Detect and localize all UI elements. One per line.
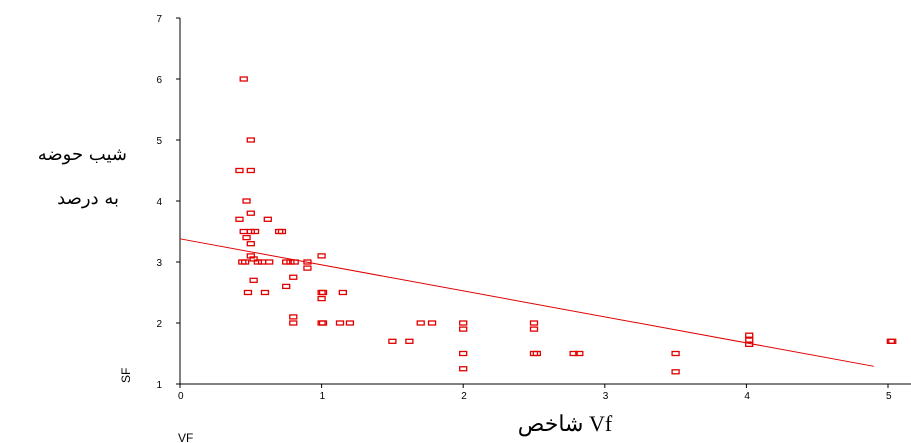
data-point [246,210,255,216]
data-point [427,320,437,326]
data-point [671,350,680,357]
data-points [235,76,897,375]
data-point [240,259,250,265]
y-ticks: 1 2 3 4 5 6 7 [156,14,180,391]
data-point [459,366,468,372]
data-point [318,320,328,326]
regression-line [179,238,874,367]
data-point [243,289,253,296]
y-tick-label: 3 [156,258,162,269]
data-point [532,350,541,357]
y-tick-label: 2 [156,319,162,330]
data-point [246,241,255,247]
data-point [289,320,298,326]
y-tick-label: 6 [156,75,162,86]
data-point [575,350,584,357]
data-point [888,338,897,344]
data-point [303,265,312,271]
data-point [246,228,255,235]
data-point [282,283,291,290]
y-tick-label: 1 [156,380,162,391]
x-tick-label: 2 [461,391,467,402]
data-point [745,332,754,338]
x-tick-label: 1 [320,391,326,402]
data-point [405,338,414,344]
data-point [335,320,345,326]
x-axis-label: شاخص Vf [518,411,613,437]
data-point [345,320,355,326]
y-tick-label: 4 [156,197,162,208]
data-point [235,167,244,174]
data-point [338,289,347,296]
data-point [277,228,287,235]
data-point [242,198,251,204]
data-point [265,259,274,265]
data-point [249,256,258,262]
data-point [745,337,754,343]
data-point [263,216,272,222]
data-point [318,289,328,296]
y-tick-label: 7 [156,14,162,25]
data-point [286,259,295,265]
data-point [282,259,291,265]
x-tick-label: 4 [744,391,750,402]
data-point [239,76,248,82]
data-point [317,253,326,259]
data-point [529,326,539,332]
data-point [459,320,468,326]
data-point [257,259,267,265]
data-point [289,274,298,280]
x-axis-code-label: VF [178,431,193,443]
y-tick-label: 5 [156,136,162,147]
data-point [388,338,397,344]
data-point [246,167,255,174]
data-point [239,228,248,235]
data-point [253,259,263,265]
x-tick-label: 0 [178,391,184,402]
data-point [459,326,468,332]
plot-area: 0 1 2 3 4 5 6 1 2 3 4 5 6 7 [156,14,911,402]
x-tick-label: 3 [603,391,609,402]
data-point [289,314,298,320]
data-point [459,350,468,357]
y-axis-label-line1: شیب حوضه [38,144,127,165]
data-point [250,228,260,235]
y-axis-code-label: SF [119,368,133,383]
data-point [235,216,244,222]
data-point [242,234,251,241]
data-point [529,320,539,326]
data-point [260,289,270,296]
data-point [671,369,680,375]
x-tick-label: 5 [886,391,892,402]
x-ticks: 0123456 [178,384,892,402]
data-point [249,277,258,283]
data-point [317,295,326,302]
data-point [246,137,255,143]
data-point [416,320,425,326]
data-point [246,253,255,259]
y-axis-label-line2: به درصد [57,188,119,209]
data-point [569,350,578,357]
